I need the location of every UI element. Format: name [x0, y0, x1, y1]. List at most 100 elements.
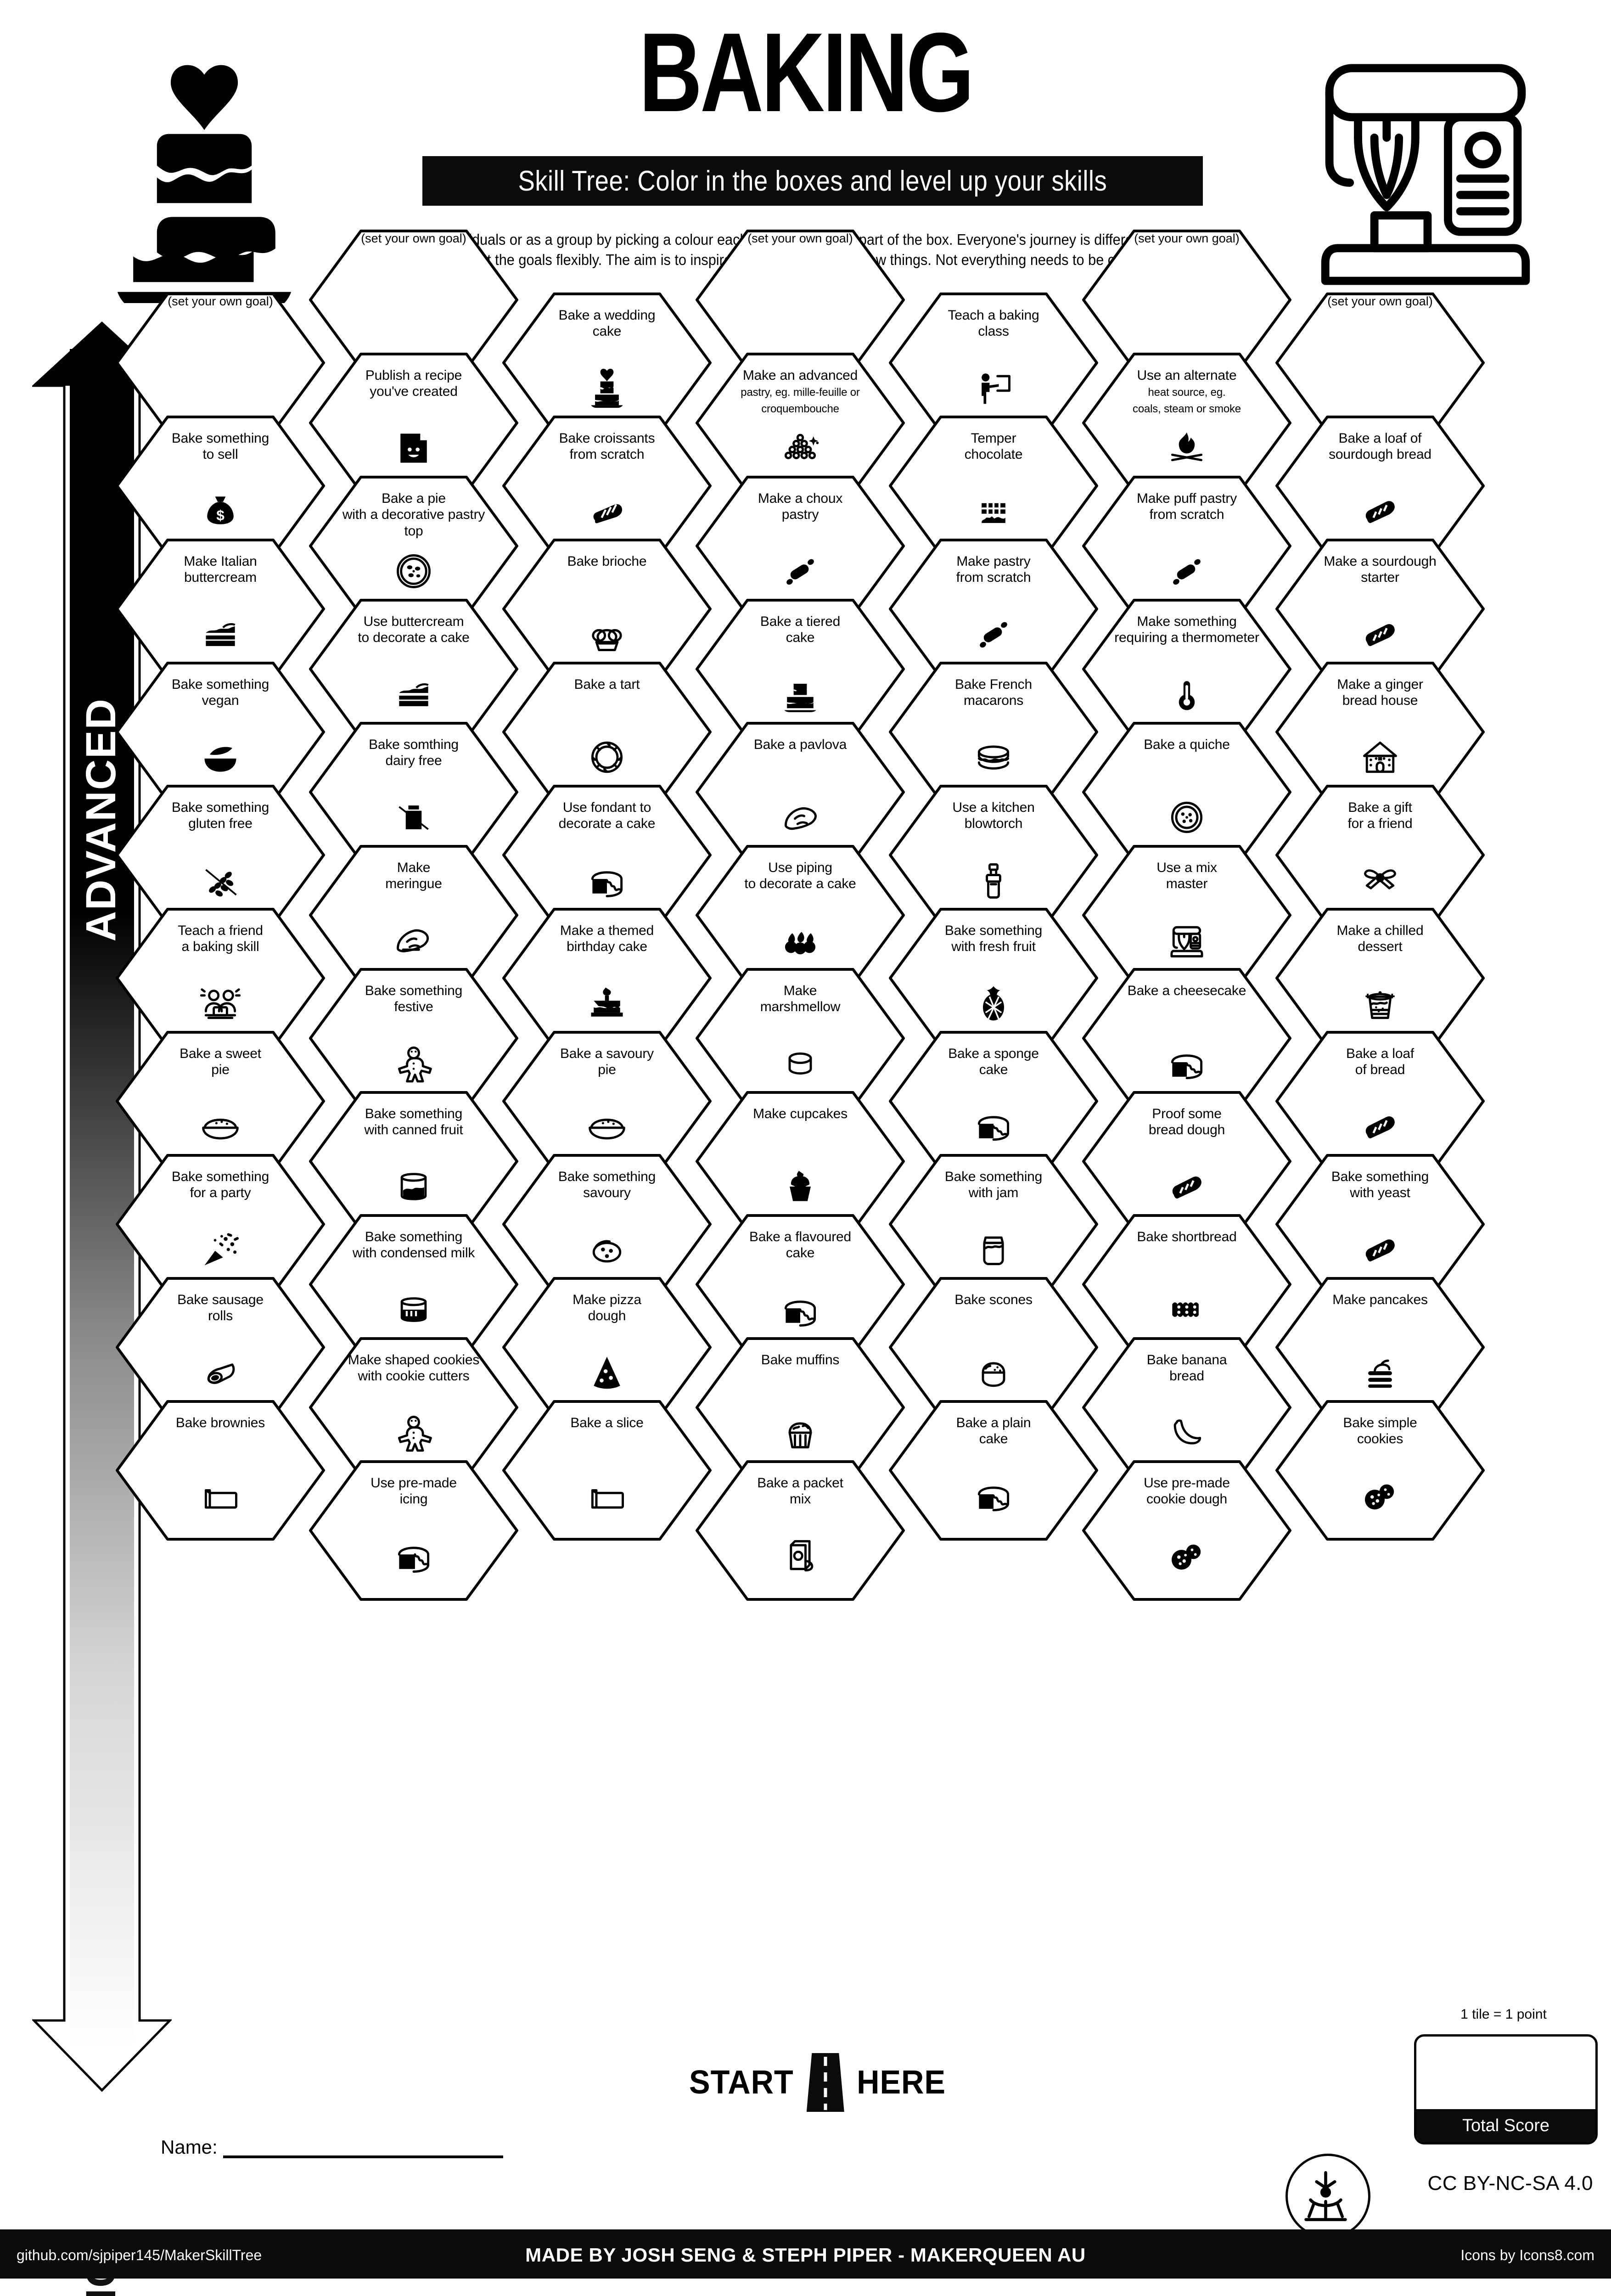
name-field-row[interactable]: Name:	[161, 2131, 666, 2158]
skill-tile[interactable]: Bake brownies	[115, 1399, 326, 1542]
name-input-line[interactable]	[223, 2152, 503, 2158]
gift-bow-icon	[1274, 853, 1486, 908]
skill-tile[interactable]: Bake muffins	[695, 1336, 906, 1479]
skill-tile[interactable]: Make an advanced pastry, eg. mille-feuill…	[695, 352, 906, 494]
skill-tile[interactable]: Proof some bread dough	[1081, 1090, 1292, 1232]
skill-tile[interactable]: Bake something for a party	[115, 1153, 326, 1295]
skill-tile[interactable]: Make pancakes	[1274, 1276, 1486, 1418]
total-score-box[interactable]: Total Score	[1414, 2034, 1598, 2144]
name-label: Name:	[161, 2136, 218, 2158]
canned-fruit-icon	[308, 1159, 519, 1214]
custom-goal-placeholder: (set your own goal)	[361, 231, 466, 245]
bread-loaf-icon	[1274, 1099, 1486, 1154]
skill-tile[interactable]: Bake simple cookies	[1274, 1399, 1486, 1542]
skill-tile[interactable]: Use fondant to decorate a cake	[501, 784, 713, 926]
skill-tile[interactable]: Make a choux pastry	[695, 475, 906, 617]
skill-tile[interactable]: Teach a friend a baking skill	[115, 907, 326, 1049]
skill-tile[interactable]: Bake a plain cake	[888, 1399, 1099, 1542]
skill-tile[interactable]: Make a ginger bread house	[1274, 661, 1486, 803]
skill-tile-label: Bake croissants from scratch	[559, 431, 655, 462]
skill-tile[interactable]: Make cupcakes	[695, 1090, 906, 1232]
skill-tile[interactable]: Publish a recipe you've created	[308, 352, 519, 494]
skill-tile-label: Bake a sweet pie	[180, 1046, 261, 1078]
icons-credit[interactable]: Icons by Icons8.com	[1460, 2247, 1594, 2263]
skill-tile[interactable]: Bake a quiche	[1081, 721, 1292, 863]
rolling-pin-icon	[695, 544, 906, 599]
skill-tile[interactable]: Make a sourdough starter	[1274, 538, 1486, 680]
skill-tile[interactable]: Teach a baking class	[888, 292, 1099, 434]
skill-tile[interactable]: Use an alternate heat source, eg. coals, s…	[1081, 352, 1292, 494]
skill-tile[interactable]: Make a themed birthday cake	[501, 907, 713, 1049]
skill-tile[interactable]: Bake a savoury pie	[501, 1030, 713, 1172]
skill-tile[interactable]: Bake scones	[888, 1276, 1099, 1418]
skill-tile[interactable]: Use buttercream to decorate a cake	[308, 598, 519, 740]
skill-tile[interactable]: Bake a loaf of sourdough bread	[1274, 415, 1486, 557]
skill-tile[interactable]: Bake something with yeast	[1274, 1153, 1486, 1295]
skill-tile-label: Make puff pastry from scratch	[1136, 491, 1237, 523]
skill-tile[interactable]: Make pastry from scratch	[888, 538, 1099, 680]
skill-tile[interactable]: Bake a pie with a decorative pastry top	[308, 475, 519, 617]
skill-tile[interactable]: Bake something gluten free	[115, 784, 326, 926]
skill-tile[interactable]: Bake a tart	[501, 661, 713, 803]
skill-tile[interactable]: Make puff pastry from scratch	[1081, 475, 1292, 617]
license-text: CC BY-NC-SA 4.0	[1427, 2172, 1593, 2195]
skill-tile[interactable]: Bake a sweet pie	[115, 1030, 326, 1172]
skill-tile[interactable]: Make meringue	[308, 844, 519, 986]
skill-tile-label: Bake something with fresh fruit	[944, 923, 1043, 955]
skill-tile[interactable]: Bake something vegan	[115, 661, 326, 803]
skill-tile-custom-goal[interactable]: (set your own goal)	[115, 292, 326, 434]
skill-tile-label: Make pancakes	[1332, 1292, 1428, 1307]
skill-tile[interactable]: Make a chilled dessert	[1274, 907, 1486, 1049]
skill-tile[interactable]: Bake a flavoured cake	[695, 1213, 906, 1356]
skill-tile[interactable]: Bake something to sell $	[115, 415, 326, 557]
skill-tile[interactable]: Make something requiring a thermometer	[1081, 598, 1292, 740]
skill-tile[interactable]: Bake a packet mix	[695, 1459, 906, 1602]
skill-tile[interactable]: Bake a sponge cake	[888, 1030, 1099, 1172]
skill-tile[interactable]: Bake a pavlova	[695, 721, 906, 863]
skill-tile[interactable]: Make shaped cookies with cookie cutters	[308, 1336, 519, 1479]
skill-tile[interactable]: Bake a cheesecake	[1081, 967, 1292, 1109]
skill-tile-custom-goal[interactable]: (set your own goal)	[1274, 292, 1486, 434]
skill-tile[interactable]: Bake a wedding cake	[501, 292, 713, 434]
skill-tile[interactable]: Bake something savoury	[501, 1153, 713, 1295]
iced-cake-icon	[308, 1528, 519, 1583]
skill-tile[interactable]: Bake shortbread	[1081, 1213, 1292, 1356]
skill-tile-custom-goal[interactable]: (set your own goal)	[308, 229, 519, 371]
skill-tile[interactable]: Bake something with fresh fruit	[888, 907, 1099, 1049]
skill-tile[interactable]: Bake somthing dairy free	[308, 721, 519, 863]
skill-tile[interactable]: Bake something with canned fruit	[308, 1090, 519, 1232]
croquembouche-icon	[695, 421, 906, 476]
pie-icon	[501, 1099, 713, 1154]
skill-tile[interactable]: Bake a slice	[501, 1399, 713, 1542]
skill-tile[interactable]: Bake something with condensed milk	[308, 1213, 519, 1356]
skill-tile[interactable]: Use pre-made icing	[308, 1459, 519, 1602]
brownie-slab-icon	[501, 1468, 713, 1523]
skill-tile[interactable]: Bake a loaf of bread	[1274, 1030, 1486, 1172]
skill-tile[interactable]: Make pizza dough	[501, 1276, 713, 1418]
skill-tile-custom-goal[interactable]: (set your own goal)	[695, 229, 906, 371]
chocolate-bar-icon	[888, 484, 1099, 539]
skill-tile[interactable]: Use a mix master	[1081, 844, 1292, 986]
brownie-slab-icon	[115, 1468, 326, 1523]
custom-goal-placeholder: (set your own goal)	[168, 294, 273, 308]
skill-tile[interactable]: Bake croissants from scratch	[501, 415, 713, 557]
skill-tile[interactable]: Bake French macarons	[888, 661, 1099, 803]
skill-tile[interactable]: Use piping to decorate a cake	[695, 844, 906, 986]
skill-tile[interactable]: Bake a gift for a friend	[1274, 784, 1486, 926]
skill-tile[interactable]: Bake sausage rolls	[115, 1276, 326, 1418]
skill-tile[interactable]: Use a kitchen blowtorch	[888, 784, 1099, 926]
repo-link[interactable]: github.com/sjpiper145/MakerSkillTree	[17, 2247, 262, 2263]
skill-tile[interactable]: Bake brioche	[501, 538, 713, 680]
skill-tile[interactable]: Make marshmellow	[695, 967, 906, 1109]
skill-tile-custom-goal[interactable]: (set your own goal)	[1081, 229, 1292, 371]
skill-tile-label: Bake a wedding cake	[558, 308, 656, 339]
skill-tile[interactable]: Make Italian buttercream	[115, 538, 326, 680]
skill-tile[interactable]: Bake something festive	[308, 967, 519, 1109]
skill-tile[interactable]: Bake banana bread	[1081, 1336, 1292, 1479]
skill-tile[interactable]: Bake a tiered cake	[695, 598, 906, 740]
skill-tile[interactable]: Bake something with jam	[888, 1153, 1099, 1295]
skill-tile[interactable]: Use pre-made cookie dough	[1081, 1459, 1292, 1602]
skill-tile[interactable]: Temper chocolate	[888, 415, 1099, 557]
skill-tile-label: Bake something for a party	[171, 1169, 269, 1201]
cookies-icon	[1274, 1468, 1486, 1523]
